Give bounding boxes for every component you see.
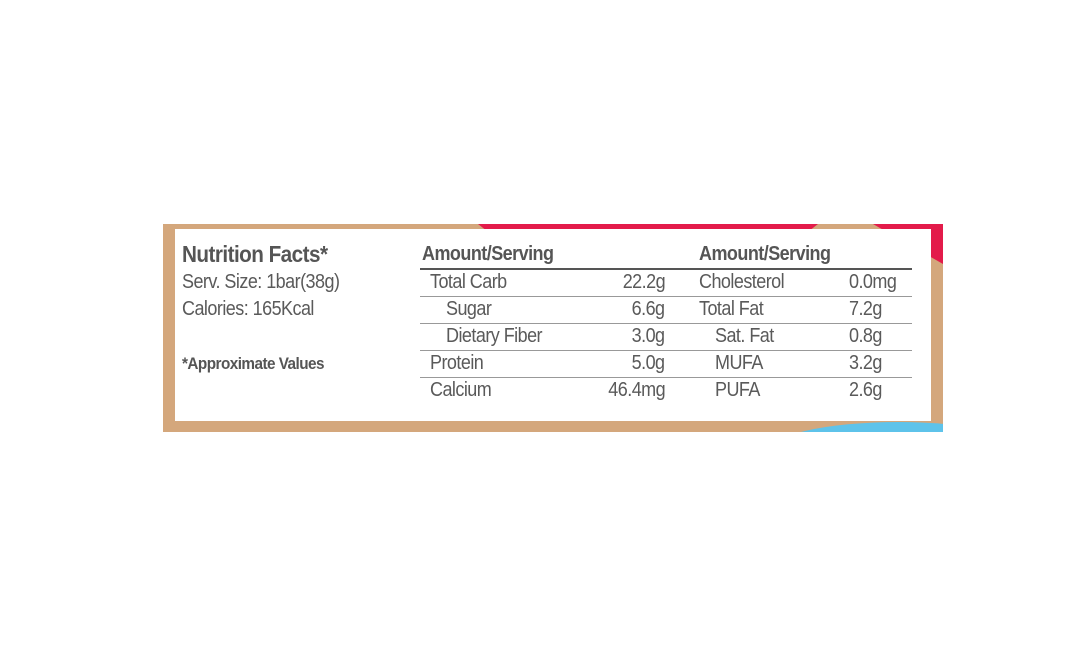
row-value: 3.0g	[632, 325, 665, 347]
row-value: 2.6g	[849, 379, 882, 401]
row-label: Sat. Fat	[715, 325, 774, 347]
blue-decoration	[768, 422, 943, 432]
red-decoration	[478, 224, 818, 232]
row-divider	[420, 323, 912, 324]
row-value: 0.0mg	[849, 271, 897, 293]
row-value: 0.8g	[849, 325, 882, 347]
row-value: 5.0g	[632, 352, 665, 374]
title: Nutrition Facts*	[182, 241, 328, 267]
row-divider	[420, 350, 912, 351]
row-label: Protein	[430, 352, 484, 374]
row-divider	[420, 377, 912, 378]
serving-size: Serv. Size: 1bar(38g)	[182, 271, 340, 293]
row-divider	[420, 296, 912, 297]
calories: Calories: 165Kcal	[182, 298, 314, 320]
footnote: *Approximate Values	[182, 354, 325, 373]
row-value: 3.2g	[849, 352, 882, 374]
nutrition-panel	[163, 224, 943, 432]
row-value: 46.4mg	[608, 379, 665, 401]
row-label: Total Fat	[699, 298, 764, 320]
row-value: 7.2g	[849, 298, 882, 320]
row-label: Dietary Fiber	[446, 325, 543, 347]
row-value: 6.6g	[632, 298, 665, 320]
label-body	[175, 229, 931, 421]
header-rule	[420, 268, 912, 270]
left-header: Amount/Serving	[422, 243, 554, 265]
row-label: Cholesterol	[699, 271, 785, 293]
row-label: Sugar	[446, 298, 492, 320]
row-label: PUFA	[715, 379, 760, 401]
row-value: 22.2g	[622, 271, 666, 293]
right-header: Amount/Serving	[699, 243, 831, 265]
row-label: Total Carb	[430, 271, 507, 293]
row-label: Calcium	[430, 379, 492, 401]
row-label: MUFA	[715, 352, 763, 374]
